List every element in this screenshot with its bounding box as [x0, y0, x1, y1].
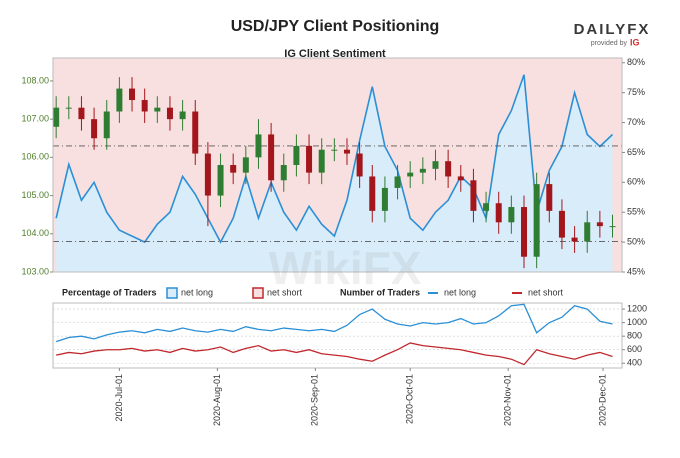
x-tick-label: 2020-Jul-01 — [114, 374, 124, 422]
series-line — [55, 303, 613, 343]
legend-label: net short — [528, 287, 564, 297]
candle-body — [343, 149, 350, 154]
candle-body — [521, 207, 528, 257]
brand-logo: DAILYFX — [574, 21, 651, 38]
net-long-line — [55, 74, 614, 244]
legend-label: net long — [444, 287, 476, 297]
plot-layer: 103.00 104.00 105.00 106.00 107.00 108.00 45% 5… — [21, 57, 647, 426]
candle-body — [508, 207, 515, 223]
candle-body — [242, 157, 249, 173]
candle-body — [419, 168, 426, 173]
plot-frame — [52, 302, 623, 369]
chart-subtitle: IG Client Sentiment — [284, 48, 386, 60]
candle-body — [369, 176, 376, 211]
candle-body — [179, 111, 186, 120]
candle-body — [584, 222, 591, 242]
y-tick-label: 104.00 — [21, 228, 49, 238]
candle-body — [141, 100, 148, 112]
legend-label: net short — [267, 287, 303, 297]
candle-body — [483, 203, 490, 211]
candle-body — [533, 184, 540, 257]
legend-swatch — [252, 287, 264, 299]
candle-body — [558, 210, 565, 238]
legend-swatch — [166, 287, 178, 299]
net-long-area — [56, 74, 613, 273]
x-tick-label: 2020-Nov-01 — [503, 374, 513, 426]
candle-body — [571, 237, 578, 242]
legend-title: Percentage of Traders — [62, 287, 157, 297]
y-tick-label: 1200 — [627, 303, 647, 313]
y2-tick-label: 55% — [627, 207, 645, 217]
candle-body — [255, 134, 262, 158]
y-tick-label: 107.00 — [21, 114, 49, 124]
y-tick-label: 800 — [627, 331, 642, 341]
candle-body — [432, 161, 439, 169]
y2-tick-label: 45% — [627, 266, 645, 276]
candle-body — [91, 119, 98, 139]
candle-body — [280, 165, 287, 181]
candle-body — [306, 145, 313, 173]
y-tick-label: 106.00 — [21, 152, 49, 162]
watermark: WikiFX — [269, 242, 422, 294]
y2-tick-label: 60% — [627, 177, 645, 187]
candle-body — [204, 153, 211, 196]
candle-body — [217, 165, 224, 196]
candle-body — [230, 165, 237, 173]
candle-body — [546, 184, 553, 211]
chart-title: USD/JPY Client Positioning — [231, 18, 440, 35]
y-tick-label: 108.00 — [21, 75, 49, 85]
candle-body — [78, 107, 85, 120]
series-line — [56, 342, 613, 366]
y-tick-label: 400 — [627, 358, 642, 368]
y2-tick-label: 80% — [627, 57, 645, 67]
candle-body — [129, 88, 136, 101]
candle-body — [318, 149, 325, 173]
candle-body — [356, 153, 363, 177]
y2-tick-label: 50% — [627, 236, 645, 246]
candle-body — [103, 111, 110, 139]
candle-body — [407, 172, 414, 177]
candle-body — [192, 111, 199, 154]
x-tick-label: 2020-Sep-01 — [310, 374, 320, 426]
candle-body — [154, 107, 161, 112]
candle-body — [457, 176, 464, 181]
legend-title: Number of Traders — [340, 287, 420, 297]
y2-tick-label: 65% — [627, 147, 645, 157]
candle-body — [268, 134, 275, 181]
y-tick-label: 105.00 — [21, 190, 49, 200]
legend-label: net long — [181, 287, 213, 297]
candle-body — [596, 222, 603, 227]
candle-body — [445, 161, 452, 177]
plot-frame — [52, 57, 623, 273]
candle-body — [166, 107, 173, 120]
candle-body — [65, 107, 72, 109]
candle-body — [394, 176, 401, 188]
y-tick-label: 103.00 — [21, 266, 49, 276]
candle-body — [116, 88, 123, 112]
candle-body — [609, 226, 616, 228]
candle-body — [495, 203, 502, 223]
x-tick-label: 2020-Dec-01 — [597, 374, 607, 426]
y2-tick-label: 75% — [627, 87, 645, 97]
candle-body — [53, 107, 60, 127]
brand-tagline: provided by — [591, 40, 628, 47]
candle-body — [331, 149, 338, 151]
candle-body — [381, 187, 388, 211]
x-tick-label: 2020-Oct-01 — [405, 374, 415, 424]
y-tick-label: 600 — [627, 344, 642, 354]
y-tick-label: 1000 — [627, 317, 647, 327]
x-tick-label: 2020-Aug-01 — [212, 374, 222, 426]
candle-body — [470, 180, 477, 211]
candle-body — [293, 145, 300, 165]
brand-partner: IG — [630, 37, 640, 47]
y2-tick-label: 70% — [627, 117, 645, 127]
